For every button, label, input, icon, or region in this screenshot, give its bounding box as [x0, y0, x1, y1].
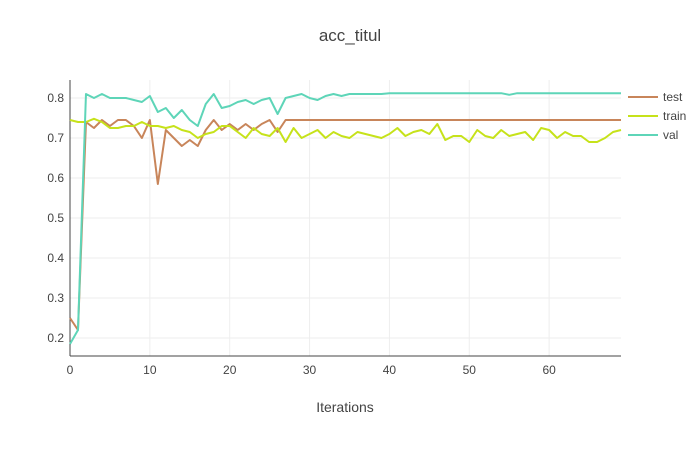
legend-label: test: [663, 90, 683, 104]
legend-item-test[interactable]: test: [628, 90, 683, 104]
legend-label: val: [663, 128, 678, 142]
axes: [69, 80, 621, 357]
y-tick-label: 0.4: [47, 251, 64, 265]
x-tick-label: 10: [143, 363, 157, 377]
x-tick-label: 20: [223, 363, 237, 377]
chart-title: acc_titul: [319, 26, 381, 45]
x-tick-label: 30: [303, 363, 317, 377]
series-line-test: [69, 119, 621, 331]
y-tick-label: 0.3: [47, 291, 64, 305]
grid-layer: [69, 80, 621, 356]
y-tick-label: 0.5: [47, 211, 64, 225]
series-line-train: [69, 117, 622, 143]
legend-item-val[interactable]: val: [628, 128, 678, 142]
legend[interactable]: test train val: [628, 90, 686, 142]
x-axis-title: Iterations: [316, 399, 374, 415]
x-tick-label: 0: [67, 363, 74, 377]
y-tick-label: 0.6: [47, 171, 64, 185]
series-layer: [69, 92, 622, 345]
y-tick-label: 0.2: [47, 331, 64, 345]
legend-item-train[interactable]: train: [628, 109, 686, 123]
legend-label: train: [663, 109, 686, 123]
x-tick-label: 60: [542, 363, 556, 377]
tick-labels: 0.2 0.3 0.4 0.5 0.6 0.7 0.8 0 10 20 30 40 50 60: [47, 91, 556, 377]
x-tick-label: 50: [463, 363, 477, 377]
series-line-val: [69, 92, 621, 345]
x-tick-label: 40: [383, 363, 397, 377]
y-tick-label: 0.7: [47, 131, 64, 145]
y-tick-label: 0.8: [47, 91, 64, 105]
